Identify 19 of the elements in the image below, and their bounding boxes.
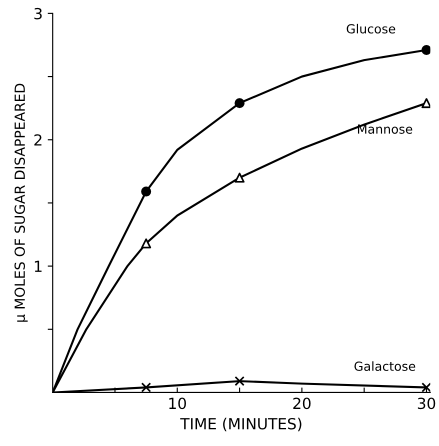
point (141, 382, 152, 392)
y-axis-title: μ MOLES OF SUGAR DISAPPEARED (14, 84, 28, 322)
y-tick-label: 1 (34, 260, 42, 272)
point (421, 45, 430, 56)
y-tick-label: 2 (34, 134, 42, 146)
x-axis-title: TIME (MINUTES) (180, 418, 302, 432)
point (234, 98, 245, 108)
x-tick-label: 10 (169, 398, 186, 410)
x-tick-label: 30 (418, 398, 436, 410)
series-label: Mannose (358, 124, 412, 134)
point (421, 98, 430, 108)
point (234, 172, 245, 183)
y-tick-label: 3 (34, 8, 42, 20)
point (141, 186, 152, 197)
point (234, 376, 245, 386)
x-tick-label: 20 (293, 398, 311, 410)
series-label: Galactose (354, 361, 416, 371)
point (141, 238, 152, 248)
series-label: Glucose (346, 24, 396, 34)
